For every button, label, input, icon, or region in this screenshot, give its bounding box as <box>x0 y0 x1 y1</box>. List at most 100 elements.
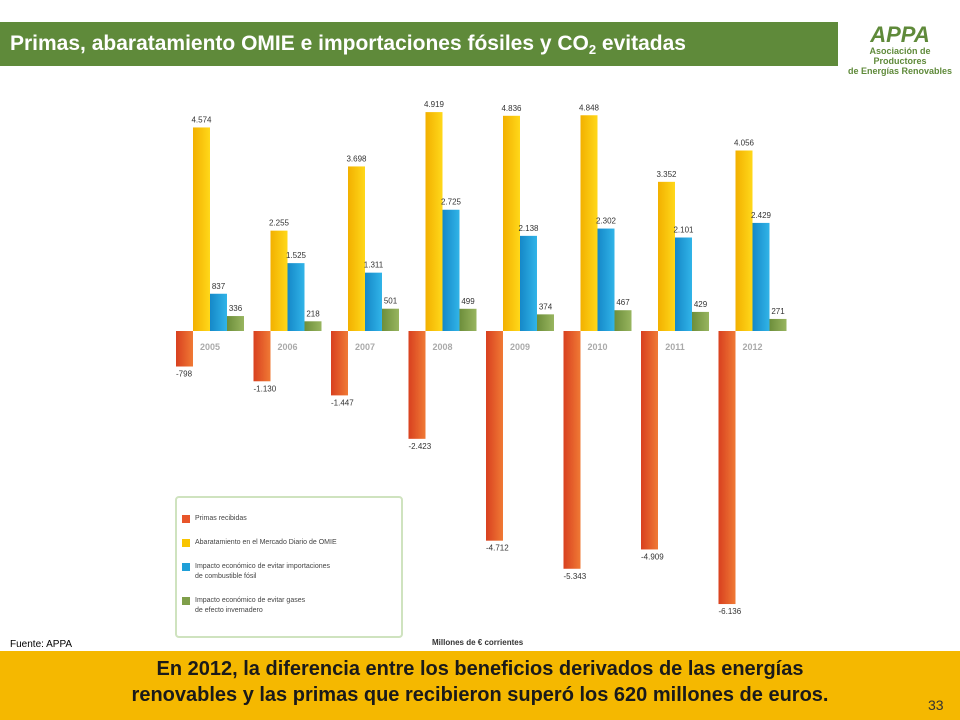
logo-line2: de Energías Renovables <box>847 66 953 76</box>
slide-title: Primas, abaratamiento OMIE e importacion… <box>0 22 838 66</box>
conclusion-line2: renovables y las primas que recibieron s… <box>131 684 829 706</box>
legend-label-line2: de combustible fósil <box>195 573 257 580</box>
bar-2006-series-3 <box>304 321 322 331</box>
data-label-2009-series-3: 374 <box>539 302 553 311</box>
data-label-2010-series-0: -5.343 <box>564 572 587 581</box>
bar-2008-series-0 <box>408 331 426 439</box>
data-label-2012-series-3: 271 <box>771 307 785 316</box>
legend-label-line2: de efecto invernadero <box>195 607 263 614</box>
legend-label: Impacto económico de evitar gases <box>195 597 306 604</box>
legend-label: Primas recibidas <box>195 515 247 522</box>
bar-2011-series-2 <box>675 237 692 331</box>
data-label-2010-series-2: 2.302 <box>596 217 617 226</box>
bar-2006-series-0 <box>253 331 271 382</box>
conclusion-line1: En 2012, la diferencia entre los benefic… <box>156 658 804 680</box>
category-label-2006: 2006 <box>277 342 297 352</box>
bar-2005-series-1 <box>193 127 210 331</box>
bar-2008-series-3 <box>459 308 477 331</box>
legend-label: Abaratamiento en el Mercado Diario de OM… <box>195 539 337 546</box>
data-label-2005-series-3: 336 <box>229 304 243 313</box>
bar-2012-series-2 <box>752 222 770 331</box>
legend-swatch-blue <box>182 563 190 571</box>
bar-2011-series-1 <box>658 181 675 331</box>
data-label-2012-series-1: 4.056 <box>734 139 755 148</box>
conclusion-text: En 2012, la diferencia entre los benefic… <box>0 656 960 708</box>
bar-2005-series-0 <box>176 331 193 367</box>
bar-2010-series-2 <box>597 228 615 331</box>
legend-swatch-green <box>182 597 190 605</box>
data-label-2007-series-2: 1.311 <box>364 261 384 270</box>
data-label-2010-series-3: 467 <box>616 298 630 307</box>
data-label-2007-series-3: 501 <box>384 297 398 306</box>
bar-2006-series-1 <box>270 230 288 331</box>
data-label-2011-series-0: -4.909 <box>641 552 664 561</box>
legend-item-fosil: Impacto económico de evitar importacione… <box>182 562 331 582</box>
data-label-2009-series-1: 4.836 <box>501 104 522 113</box>
category-label-2009: 2009 <box>510 342 530 352</box>
data-label-2007-series-0: -1.447 <box>331 398 354 407</box>
data-label-2009-series-2: 2.138 <box>518 224 539 233</box>
category-label-2012: 2012 <box>742 342 762 352</box>
bar-2008-series-1 <box>425 112 443 332</box>
data-label-2006-series-0: -1.130 <box>254 384 277 393</box>
legend-item-gases: Impacto económico de evitar gases de efe… <box>182 596 306 616</box>
bar-2010-series-1 <box>580 115 598 331</box>
title-main: Primas, abaratamiento OMIE e importacion… <box>10 32 589 55</box>
bar-2011-series-3 <box>692 311 709 331</box>
legend-item-omie: Abaratamiento en el Mercado Diario de OM… <box>182 538 337 548</box>
data-label-2011-series-3: 429 <box>694 300 708 309</box>
bar-2009-series-1 <box>503 115 520 331</box>
data-label-2008-series-3: 499 <box>461 297 475 306</box>
logo-subtitle: Asociación de Productores de Energías Re… <box>842 46 958 76</box>
title-end: evitadas <box>596 32 686 55</box>
legend: Primas recibidas Abaratamiento en el Mer… <box>175 496 403 638</box>
data-label-2010-series-1: 4.848 <box>579 103 600 112</box>
bar-2009-series-2 <box>520 235 537 331</box>
bar-2012-series-3 <box>769 318 787 331</box>
bar-2012-series-0 <box>718 331 736 605</box>
bar-2007-series-3 <box>382 308 399 331</box>
data-label-2005-series-1: 4.574 <box>191 115 212 124</box>
title-subscript: 2 <box>588 42 597 57</box>
bar-2007-series-0 <box>331 331 348 396</box>
source-label: Fuente: APPA <box>10 639 73 650</box>
bar-2009-series-0 <box>486 331 503 541</box>
data-label-2006-series-2: 1.525 <box>286 251 307 260</box>
legend-label: Impacto económico de evitar importacione… <box>195 563 331 570</box>
category-label-2008: 2008 <box>432 342 452 352</box>
appa-logo: APPA <box>869 22 930 47</box>
legend-swatch-red <box>182 515 190 523</box>
bar-2007-series-2 <box>365 272 382 331</box>
category-label-2007: 2007 <box>355 342 375 352</box>
data-label-2011-series-2: 2.101 <box>673 226 694 235</box>
legend-item-primas: Primas recibidas <box>182 514 247 524</box>
bar-2007-series-1 <box>348 166 365 331</box>
logo-line1: Asociación de Productores <box>869 46 931 66</box>
data-label-2008-series-0: -2.423 <box>409 442 432 451</box>
bar-2006-series-2 <box>287 263 305 331</box>
data-label-2005-series-0: -798 <box>176 370 193 379</box>
bar-chart: -798 4.574 837 336 2005 -1.130 2.255 1.525 218 20… <box>176 100 787 616</box>
category-label-2011: 2011 <box>665 342 685 352</box>
bar-2011-series-0 <box>641 331 658 550</box>
bar-2005-series-3 <box>227 316 244 331</box>
bar-2005-series-2 <box>210 293 227 331</box>
data-label-2011-series-1: 3.352 <box>656 170 677 179</box>
data-label-2008-series-1: 4.919 <box>424 100 445 109</box>
data-label-2012-series-0: -6.136 <box>719 607 742 616</box>
bar-2008-series-2 <box>442 209 460 331</box>
category-label-2010: 2010 <box>587 342 607 352</box>
data-label-2012-series-2: 2.429 <box>751 211 772 220</box>
data-label-2005-series-2: 837 <box>212 282 226 291</box>
bar-2012-series-1 <box>735 150 753 331</box>
page-number: 33 <box>928 697 944 713</box>
units-label: Millones de € corrientes <box>432 638 524 647</box>
logo-wordmark: APPA <box>869 22 930 47</box>
bar-2010-series-0 <box>563 331 581 569</box>
legend-swatch-yellow <box>182 539 190 547</box>
bar-2009-series-3 <box>537 314 554 331</box>
data-label-2006-series-1: 2.255 <box>269 219 290 228</box>
conclusion-banner <box>0 651 960 720</box>
data-label-2009-series-0: -4.712 <box>486 544 509 553</box>
data-label-2006-series-3: 218 <box>306 309 320 318</box>
